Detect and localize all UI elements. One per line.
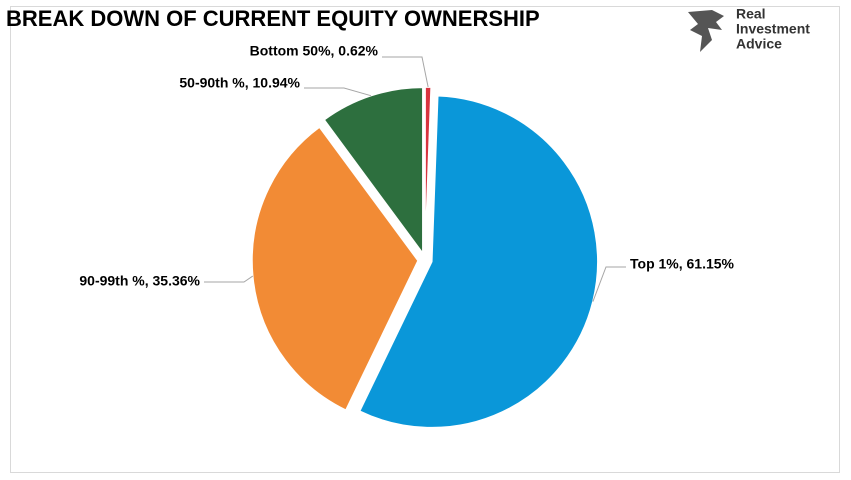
leader-line: [382, 56, 429, 88]
leader-line: [304, 87, 372, 97]
leader-line: [592, 266, 626, 302]
data-label: 50-90th %, 10.94%: [179, 75, 300, 91]
data-label: 90-99th %, 35.36%: [79, 273, 200, 289]
pie-slice: [424, 86, 432, 254]
leader-line: [204, 275, 254, 283]
logo-text: Investment: [736, 21, 810, 37]
data-label: Bottom 50%, 0.62%: [250, 43, 379, 59]
chart-title: BREAK DOWN OF CURRENT EQUITY OWNERSHIP: [6, 6, 540, 31]
data-label: Top 1%, 61.15%: [630, 256, 735, 272]
chart-border: [10, 6, 840, 473]
logo: Real Investment Advice: [688, 6, 810, 52]
logo-text: Real: [736, 6, 766, 22]
logo-text: Advice: [736, 36, 782, 52]
logo-icon: [688, 10, 724, 52]
pie-slice: [358, 95, 599, 429]
